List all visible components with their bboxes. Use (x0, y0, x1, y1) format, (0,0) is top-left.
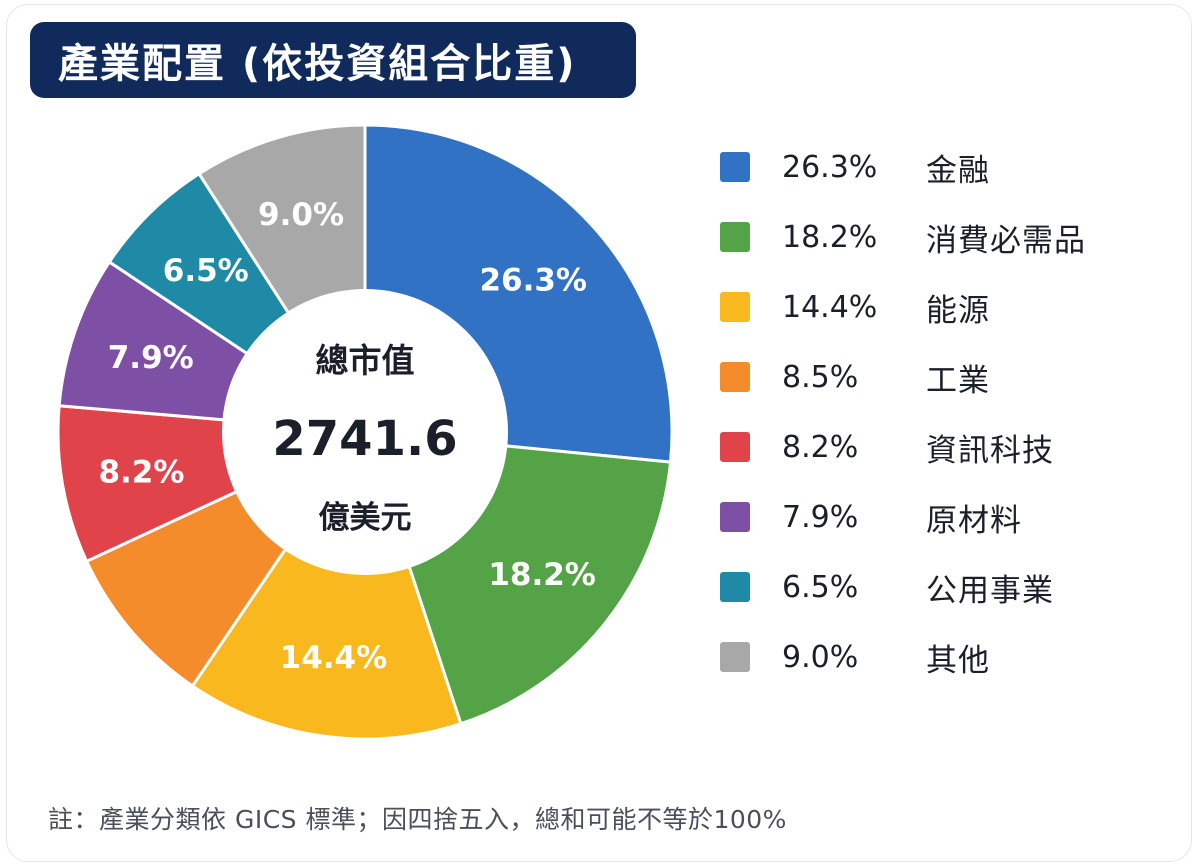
legend-value: 8.5% (782, 359, 859, 395)
legend-value: 7.9% (782, 499, 859, 535)
center-unit: 億美元 (319, 500, 412, 536)
donut-chart: 26.3% 18.2% 14.4% 8.2% 7.9% 6.5%9.0% 總市值 2741… (56, 123, 674, 741)
slice-label-5: 8.2% (98, 454, 184, 490)
legend-label: 資訊科技 (926, 432, 1054, 469)
legend-value: 8.2% (782, 429, 859, 465)
slice-label-6: 7.9% (108, 340, 194, 376)
legend-swatch (720, 572, 750, 602)
legend-value: 14.4% (782, 289, 878, 325)
legend-swatch (720, 502, 750, 532)
legend-value: 9.0% (782, 639, 859, 675)
footnote: 註：產業分類依 GICS 標準；因四捨五入，總和可能不等於100% (48, 805, 787, 834)
legend-value: 26.3% (782, 149, 878, 185)
slice-label-8: 9.0% (258, 197, 344, 233)
legend-label: 原材料 (926, 502, 1022, 539)
center-label: 總市值 (316, 341, 415, 380)
slice-label-2: 18.2% (488, 557, 596, 593)
donut-center (222, 289, 508, 575)
legend-item-7: 6.5% 公用事業 (720, 560, 1053, 614)
legend-item-6: 7.9% 原材料 (720, 490, 1021, 544)
legend-label: 公用事業 (926, 572, 1054, 609)
legend-swatch (720, 222, 750, 252)
slice-label-1: 26.3% (479, 263, 587, 299)
legend-swatch (720, 292, 750, 322)
legend-item-5: 8.2% 資訊科技 (720, 420, 1053, 474)
pie-slice-3 (190, 428, 463, 741)
slice-label-3: 14.4% (280, 640, 388, 676)
title-banner: 產業配置 (依投資組合比重) (30, 22, 636, 98)
legend-label: 其他 (926, 642, 990, 679)
legend-label: 工業 (926, 362, 990, 399)
legend-item-1: 26.3% 金融 (720, 140, 989, 194)
legend-item-4: 8.5% 工業 (720, 350, 989, 404)
legend-swatch (720, 642, 750, 672)
legend-item-3: 14.4% 能源 (720, 280, 989, 334)
legend-value: 6.5% (782, 569, 859, 605)
legend-value: 18.2% (782, 219, 878, 255)
legend-label: 能源 (926, 292, 990, 329)
legend-swatch (720, 432, 750, 462)
legend-item-2: 18.2% 消費必需品 (720, 210, 1085, 264)
legend-swatch (720, 152, 750, 182)
legend-label: 消費必需品 (926, 222, 1086, 259)
legend-item-8: 9.0% 其他 (720, 630, 989, 684)
center-value: 2741.6 (272, 411, 457, 467)
slice-label-7: 6.5% (163, 253, 249, 289)
legend-label: 金融 (926, 152, 990, 189)
legend-swatch (720, 362, 750, 392)
chart-title: 產業配置 (依投資組合比重) (58, 41, 577, 87)
